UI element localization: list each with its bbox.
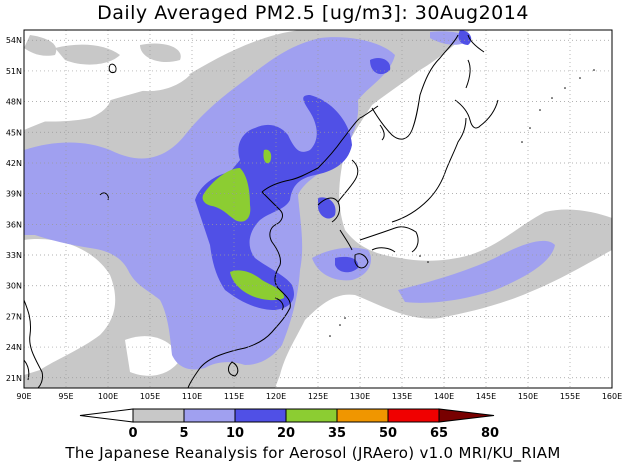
- lat-tick-label: 21N: [6, 374, 22, 383]
- lon-tick-label: 115E: [224, 392, 244, 401]
- colorbar-label: 80: [481, 426, 499, 441]
- lat-tick-label: 30N: [6, 282, 22, 291]
- latitude-tick-labels: 21N 24N 27N 30N 33N 36N 39N 42N 45N 48N 51N 54N: [6, 36, 22, 383]
- colorbar-label: 0: [128, 426, 137, 441]
- island-marks: [329, 69, 595, 337]
- lon-tick-label: 125E: [308, 392, 328, 401]
- colorbar-box: [183, 408, 236, 423]
- lat-tick-label: 45N: [6, 128, 22, 137]
- lon-tick-label: 95E: [58, 392, 73, 401]
- colorbar-label: 10: [226, 426, 244, 441]
- lat-tick-label: 27N: [6, 312, 22, 321]
- colorbar-label: 5: [179, 426, 188, 441]
- map-frame: [23, 29, 613, 389]
- lat-tick-label: 39N: [6, 190, 22, 199]
- lat-tick-label: 42N: [6, 159, 22, 168]
- coastlines: [24, 34, 499, 388]
- colorbar-box: [234, 408, 287, 423]
- lat-tick-label: 24N: [6, 343, 22, 352]
- colorbar-under-triangle: [79, 408, 134, 423]
- lat-tick-label: 54N: [6, 36, 22, 45]
- lat-tick-label: 51N: [6, 67, 22, 76]
- lat-tick-label: 48N: [6, 98, 22, 107]
- colorbar-legend: 0 5 10 20 35 50 65 80: [79, 408, 499, 441]
- colorbar-label: 20: [277, 426, 295, 441]
- lat-tick-label: 36N: [6, 220, 22, 229]
- pm25-shade-0-5: [24, 60, 432, 376]
- colorbar-box: [132, 408, 185, 423]
- colorbar-box: [387, 408, 440, 423]
- lon-tick-label: 130E: [350, 392, 370, 401]
- lon-tick-label: 160E: [602, 392, 622, 401]
- colorbar-label: 65: [430, 426, 448, 441]
- lon-tick-label: 155E: [560, 392, 580, 401]
- lon-tick-label: 135E: [392, 392, 412, 401]
- lon-tick-label: 150E: [518, 392, 538, 401]
- lon-tick-label: 90E: [16, 392, 31, 401]
- lon-tick-label: 120E: [266, 392, 286, 401]
- chart-title: Daily Averaged PM2.5 [ug/m3]: 30Aug2014: [97, 2, 529, 24]
- longitude-tick-labels: 90E 95E 100E 105E 110E 115E 120E 125E 130E 135E 14…: [16, 392, 622, 401]
- lon-tick-label: 140E: [434, 392, 454, 401]
- pm25-shade-35-50: [202, 149, 285, 301]
- colorbar-label: 50: [379, 426, 397, 441]
- lon-tick-label: 100E: [98, 392, 118, 401]
- lon-tick-label: 145E: [476, 392, 496, 401]
- lat-tick-label: 33N: [6, 251, 22, 260]
- lon-tick-label: 105E: [140, 392, 160, 401]
- pm25-shade-20-35: [195, 30, 472, 310]
- colorbar-over-triangle: [438, 408, 495, 423]
- colorbar-box: [336, 408, 389, 423]
- colorbar-box: [285, 408, 338, 423]
- lon-tick-label: 110E: [182, 392, 202, 401]
- footer-credit: The Japanese Reanalysis for Aerosol (JRA…: [65, 444, 561, 462]
- colorbar-label: 35: [328, 426, 346, 441]
